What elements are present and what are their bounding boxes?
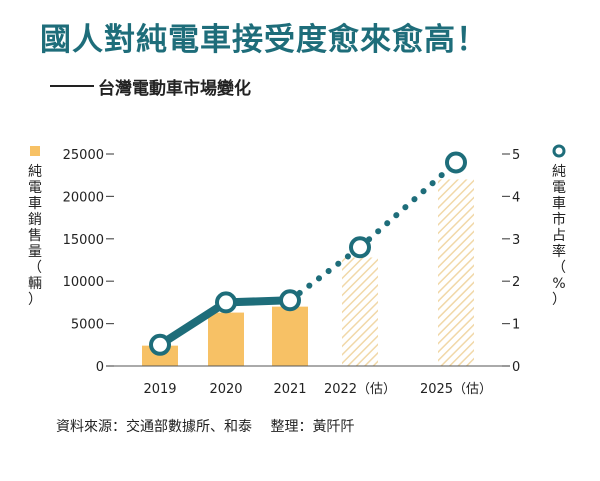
left-tick-label: 20000 [63,190,104,205]
left-axis-title-char: 銷 [28,212,42,228]
line-point [349,236,371,259]
left-tick-label: 10000 [63,275,104,290]
x-tick-label: 2021 [273,382,306,397]
line-point [215,291,237,314]
line-point [279,289,301,312]
line-segment-dotted [357,159,459,251]
left-axis-title-char: 車 [28,195,42,212]
left-axis-title-char: ） [28,292,42,308]
x-tick-label: 2022（估） [324,382,396,397]
x-tick-label: 2020 [209,382,242,397]
right-tick-label: 3 [512,233,520,248]
left-tick-label: 5000 [71,318,104,333]
right-axis-title-char: （ [552,260,566,276]
right-tick-label: 5 [512,148,520,163]
left-tick-label: 15000 [63,233,104,248]
estimated-bar [438,179,474,366]
left-axis: 0 5000 10000 15000 20000 25000 [63,148,114,375]
left-tick-label: 25000 [63,148,104,163]
bar [272,306,308,366]
line-point [445,151,467,174]
right-axis-title-char: 車 [552,195,566,212]
right-tick-label: 4 [512,190,520,205]
line-series [149,151,467,356]
right-tick-label: 0 [512,360,520,375]
right-axis-title-char: 電 [552,180,566,196]
chart-subtitle: 台灣電動車市場變化 [98,78,251,99]
right-axis-title-char: 率 [552,243,566,260]
right-tick-label: 1 [512,318,520,333]
chart-title: 國人對純電車接受度愈來愈高！ [40,22,488,58]
right-axis-title-char: ） [552,292,566,308]
right-axis-title-char: 市 [552,211,566,228]
line-segment [156,298,230,349]
right-axis-title-char: % [552,276,565,292]
line-segment-dotted [287,244,363,304]
left-axis-title-char: 售 [28,228,42,244]
left-axis-title-char: 輛 [28,276,42,292]
bar-legend-swatch [30,146,40,156]
subtitle-dash [50,85,94,87]
left-axis-title-char: 電 [28,180,42,196]
x-tick-label: 2019 [143,382,176,397]
left-tick-label: 0 [96,360,104,375]
right-axis: 0 1 2 3 4 5 [502,148,520,375]
line-legend-marker [552,144,566,158]
left-axis-title-char: 量 [28,244,42,260]
x-axis: 2019 2020 2021 2022（估） 2025（估） [114,365,502,397]
bar-series [142,179,474,366]
right-tick-label: 2 [512,275,520,290]
line-point [149,333,171,356]
x-tick-label: 2025（估） [420,382,492,397]
source-note: 資料來源：交通部數據所、和泰 整理：黃阡阡 [56,419,355,435]
subtitle-group: 台灣電動車市場變化 [50,74,251,99]
bar [208,312,244,366]
left-axis-title-char: 純 [28,164,42,180]
right-axis-title-char: 占 [552,228,566,244]
estimated-bar [342,257,378,366]
right-axis-title-char: 純 [552,164,566,180]
left-axis-title-char: （ [28,260,42,276]
